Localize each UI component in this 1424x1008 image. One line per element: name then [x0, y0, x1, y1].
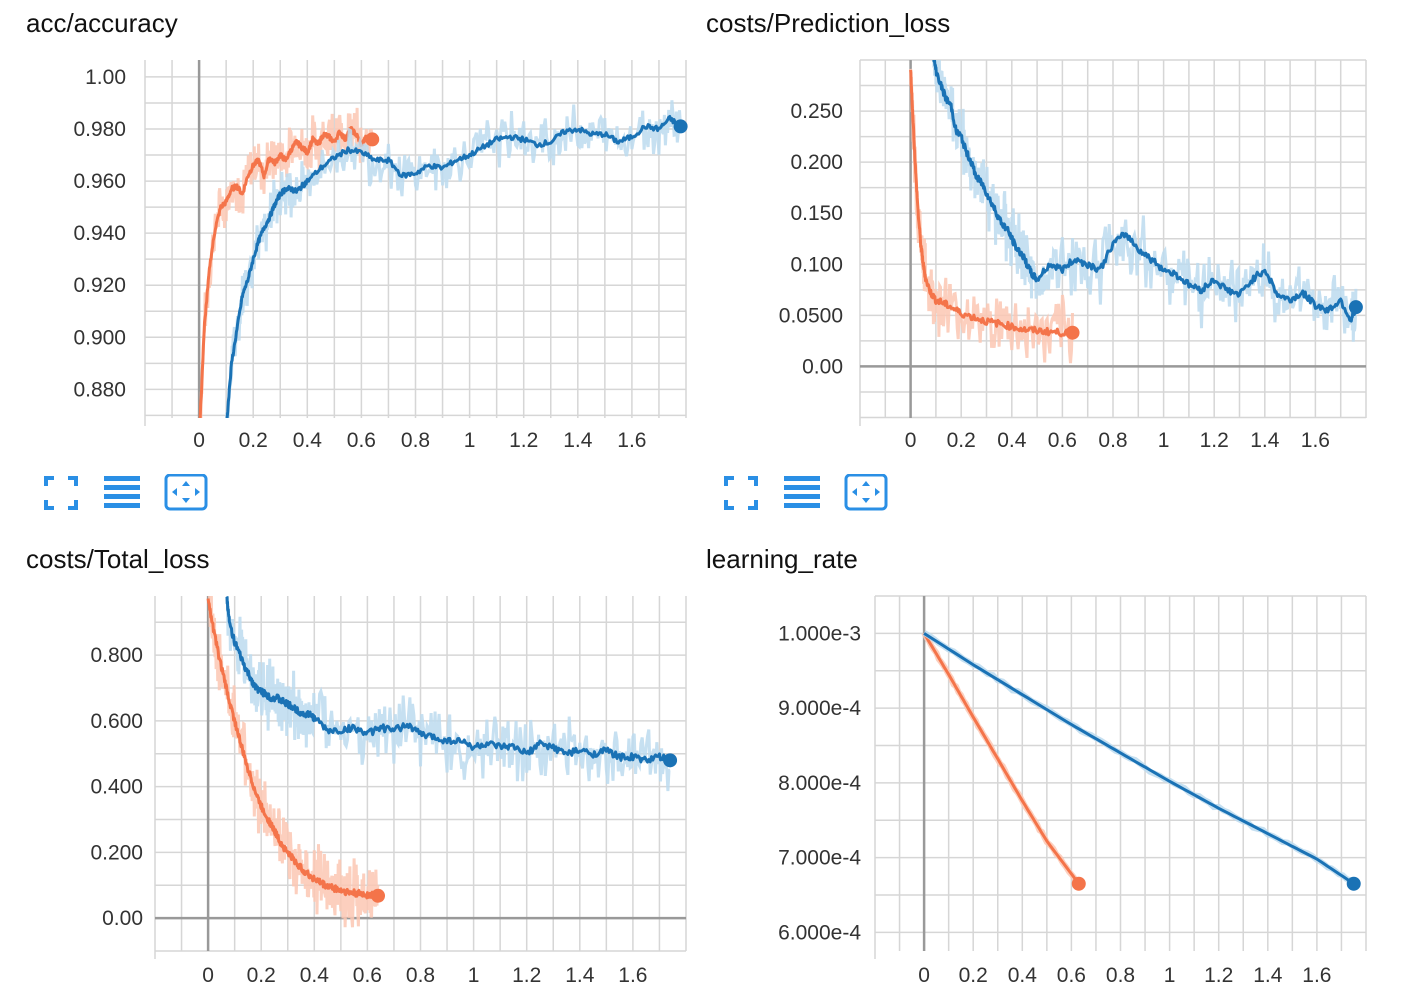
x-tick-label: 0.2 — [247, 964, 276, 987]
y-tick-label: 0.600 — [90, 710, 143, 733]
x-tick-label: 0.6 — [347, 429, 376, 452]
x-tick-label: 0.4 — [997, 429, 1027, 452]
chart-panel-learning-rate: learning_rate 6.000e-4 7.000e-4 8.000e-4 9.… — [700, 536, 1400, 1008]
y-tick-label: 0.100 — [790, 253, 843, 276]
x-tick-label: 1 — [1158, 429, 1170, 452]
y-tick-label: 1.00 — [85, 66, 126, 89]
x-tick-label: 0.6 — [353, 964, 382, 987]
y-tick-label: 1.000e-3 — [778, 622, 861, 645]
x-tick-label: 1 — [464, 429, 476, 452]
x-tick-label: 0.8 — [1106, 964, 1135, 987]
x-tick-label: 0.4 — [293, 429, 323, 452]
y-tick-label: 0.00 — [802, 355, 843, 378]
series-end-marker — [1065, 325, 1080, 340]
chart-title: learning_rate — [706, 544, 858, 574]
y-tick-label: 7.000e-4 — [778, 847, 861, 870]
x-tick-label: 0.4 — [1008, 964, 1038, 987]
chart-title: costs/Total_loss — [26, 544, 210, 574]
chart-learning-rate[interactable]: 6.000e-4 7.000e-4 8.000e-4 9.000e-4 1.000e-3… — [700, 536, 1400, 1008]
chart-prediction-loss[interactable]: 0.00 0.0500 0.100 0.150 0.200 0.250 0 0.2 0.4 0.6… — [700, 0, 1400, 470]
y-tick-label: 0.900 — [73, 326, 126, 349]
y-tick-label: 8.000e-4 — [778, 772, 861, 795]
series-line — [922, 632, 1080, 885]
y-tick-label: 0.200 — [90, 841, 143, 864]
x-tick-label: 0.8 — [406, 964, 435, 987]
x-tick-label: 0.8 — [401, 429, 430, 452]
y-tick-label: 0.800 — [90, 644, 143, 667]
y-tick-label: 6.000e-4 — [778, 921, 861, 944]
y-tick-label: 0.980 — [73, 118, 126, 141]
x-tick-label: 0.2 — [947, 429, 976, 452]
raw-series-line — [225, 596, 671, 792]
raw-series-line — [932, 60, 1358, 342]
x-tick-label: 0.4 — [300, 964, 330, 987]
raw-series-line — [207, 596, 380, 928]
series-line — [206, 598, 379, 901]
y-tick-label: 0.880 — [73, 378, 126, 401]
x-tick-label: 0 — [905, 429, 917, 452]
x-tick-label: 0.2 — [959, 964, 988, 987]
series-line — [923, 632, 1355, 885]
x-tick-label: 0.2 — [239, 429, 268, 452]
x-tick-label: 1.4 — [563, 429, 593, 452]
chart-accuracy[interactable]: 0.880 0.900 0.920 0.940 0.960 0.980 1.00 0 0.2 0.… — [0, 0, 700, 470]
series-end-marker — [371, 888, 386, 903]
x-tick-label: 1.6 — [618, 964, 647, 987]
data-icon[interactable] — [782, 474, 820, 512]
x-tick-label: 1 — [468, 964, 480, 987]
x-tick-label: 1.2 — [1200, 429, 1229, 452]
series-line — [909, 69, 1074, 338]
y-tick-label: 9.000e-4 — [778, 697, 861, 720]
series-line — [225, 115, 682, 418]
y-tick-label: 0.00 — [102, 907, 143, 930]
series-line — [198, 126, 374, 418]
series-line — [932, 60, 1358, 323]
x-tick-label: 1.2 — [512, 964, 541, 987]
series-end-marker — [673, 119, 688, 134]
x-tick-label: 1.4 — [1250, 429, 1280, 452]
series-end-marker — [1346, 876, 1361, 891]
x-tick-label: 0.8 — [1098, 429, 1127, 452]
x-tick-label: 1.6 — [1302, 964, 1331, 987]
chart-panel-accuracy: acc/accuracy 0.880 0.900 0.920 0.940 0.960 0.… — [0, 0, 700, 511]
x-tick-label: 0.6 — [1057, 964, 1086, 987]
series-end-marker — [365, 132, 380, 147]
y-tick-label: 0.250 — [790, 100, 843, 123]
y-tick-label: 0.920 — [73, 274, 126, 297]
y-tick-label: 0.940 — [73, 222, 126, 245]
chart-panel-total-loss: costs/Total_loss 0.00 0.200 0.400 0.600 0.80… — [0, 536, 700, 1008]
x-tick-label: 0 — [202, 964, 214, 987]
fit-icon[interactable] — [42, 474, 80, 512]
pan-icon[interactable] — [164, 474, 208, 512]
chart-title: costs/Prediction_loss — [706, 8, 951, 38]
series-end-marker — [1071, 876, 1086, 891]
series-line — [225, 596, 672, 764]
pan-icon[interactable] — [844, 474, 888, 512]
x-tick-label: 1.4 — [565, 964, 595, 987]
x-tick-label: 1.4 — [1253, 964, 1283, 987]
raw-series-line — [224, 100, 683, 418]
x-tick-label: 0 — [918, 964, 930, 987]
x-tick-label: 1.2 — [1204, 964, 1233, 987]
y-tick-label: 0.200 — [790, 151, 843, 174]
y-tick-label: 0.400 — [90, 776, 143, 799]
y-tick-label: 0.150 — [790, 202, 843, 225]
fit-icon[interactable] — [722, 474, 760, 512]
x-tick-label: 1.6 — [1301, 429, 1330, 452]
chart-total-loss[interactable]: 0.00 0.200 0.400 0.600 0.800 0 0.2 0.4 0.6 0.8 1 1.… — [0, 536, 700, 1008]
x-tick-label: 0 — [193, 429, 205, 452]
x-tick-label: 1.6 — [617, 429, 646, 452]
x-tick-label: 1.2 — [509, 429, 538, 452]
x-tick-label: 0.6 — [1048, 429, 1077, 452]
x-tick-label: 1 — [1164, 964, 1176, 987]
y-tick-label: 0.960 — [73, 170, 126, 193]
chart-title: acc/accuracy — [26, 8, 178, 38]
chart-panel-prediction-loss: costs/Prediction_loss 0.00 0.0500 0.100 0.1… — [700, 0, 1400, 511]
series-end-marker — [1348, 300, 1363, 315]
series-end-marker — [663, 753, 678, 768]
y-tick-label: 0.0500 — [779, 304, 843, 327]
data-icon[interactable] — [102, 474, 140, 512]
